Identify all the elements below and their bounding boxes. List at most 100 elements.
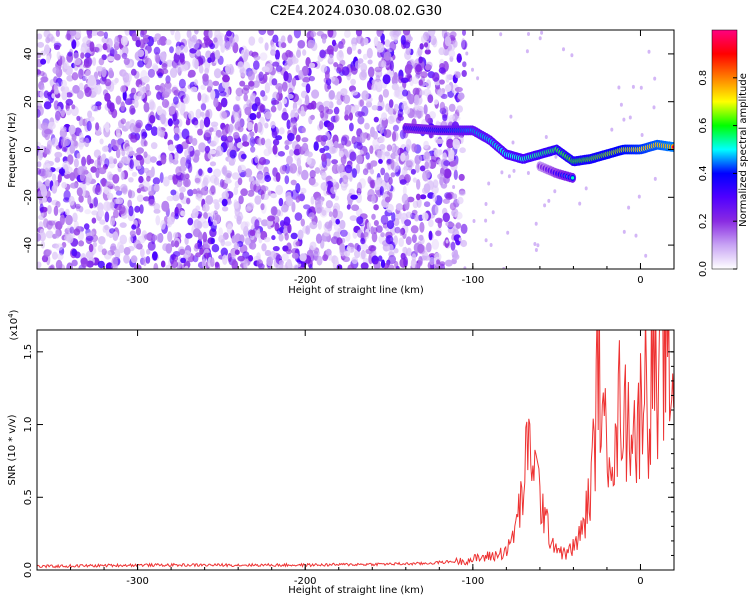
spectrogram-cell xyxy=(203,212,208,220)
spectrogram-cell xyxy=(338,49,344,58)
spectrogram-cell xyxy=(37,33,43,40)
spectrogram-cell xyxy=(412,177,418,183)
spectrogram-cell xyxy=(334,114,340,122)
spectrogram-cell xyxy=(195,50,202,57)
spectrogram-cell xyxy=(438,67,446,74)
spectrogram-cell xyxy=(420,71,428,79)
spectrogram-cell xyxy=(452,39,458,48)
spectrogram-cell xyxy=(124,30,130,36)
spectrogram-cell xyxy=(129,150,135,156)
spectrogram-cell xyxy=(252,60,260,70)
spectrogram-cell xyxy=(204,145,211,154)
spectrogram-cell xyxy=(123,57,130,66)
spectrogram-cell xyxy=(168,153,173,165)
spectrogram-cell xyxy=(399,228,404,237)
spectrogram-cell xyxy=(411,76,419,85)
y-tick-label: 0 xyxy=(23,146,34,152)
spectrogram-cell xyxy=(45,179,51,187)
spectrogram-cell xyxy=(55,243,64,251)
spectrogram-cell xyxy=(306,156,312,165)
spectrogram-cell xyxy=(110,243,117,251)
spectrogram-cell xyxy=(86,120,92,132)
spectrogram-cell xyxy=(188,135,194,143)
spectrogram-cell xyxy=(413,94,420,106)
spectrogram-cell xyxy=(327,54,334,63)
x-tick-label: 0 xyxy=(637,576,643,587)
spectrogram-cell xyxy=(445,74,450,83)
track-core xyxy=(571,176,575,180)
spectrogram-cell xyxy=(266,256,274,267)
spectrogram-cell xyxy=(66,75,74,82)
spectrogram-cell xyxy=(350,90,359,96)
spectrogram-cell xyxy=(366,221,372,231)
spectrogram-cell xyxy=(371,84,378,91)
snr-y-label: SNR (10 * v/v) xyxy=(7,414,18,485)
spectrogram-cell xyxy=(62,197,71,203)
snr-multiplier-base: (x10 xyxy=(9,318,20,341)
spectrogram-cell xyxy=(195,108,202,119)
spectrogram-cell xyxy=(218,227,223,238)
spectrogram-cell xyxy=(207,79,214,91)
spectrogram-cell xyxy=(540,30,544,35)
spectrogram-cell xyxy=(456,55,462,62)
colorbar: 0.0 0.2 0.4 0.6 0.8 Normalized spectral ampl… xyxy=(698,29,749,277)
spectrogram-cell xyxy=(275,184,284,196)
spectrogram-cell xyxy=(155,53,161,64)
spectrogram-cell xyxy=(261,193,269,200)
spectrogram-cell xyxy=(73,158,79,168)
spectrogram-cell xyxy=(321,209,327,216)
spectrogram-cell xyxy=(249,113,257,121)
spectrogram-cell xyxy=(202,231,208,243)
spectrogram-cell xyxy=(297,39,306,49)
spectrogram-cell xyxy=(458,173,465,181)
spectrogram-cell xyxy=(371,194,376,204)
spectrogram-cell xyxy=(384,151,390,157)
spectrogram-cell xyxy=(330,236,339,245)
spectrogram-cell xyxy=(72,212,78,223)
spectrogram-cell xyxy=(424,64,432,71)
spectrogram-cell xyxy=(397,86,405,92)
spectrogram-cell xyxy=(553,189,557,194)
spectrogram-cell xyxy=(159,51,167,63)
spectrogram-cell xyxy=(357,48,362,55)
spectrogram-cell xyxy=(46,33,54,42)
spectrogram-cell xyxy=(199,119,205,130)
spectrogram-cell xyxy=(627,205,631,210)
spectrogram-cell xyxy=(99,154,106,166)
spectrogram-cell xyxy=(328,90,335,100)
spectrogram-cell xyxy=(319,110,325,119)
spectrogram-cell xyxy=(173,127,181,134)
spectrogram-cell xyxy=(97,244,104,253)
spectrogram-cell xyxy=(471,67,474,72)
spectrogram-cell xyxy=(359,99,365,107)
spectrogram-cell xyxy=(264,82,271,94)
spectrogram-cell xyxy=(383,51,392,61)
spectrogram-cell xyxy=(53,205,59,216)
spectrogram-cell xyxy=(135,227,141,236)
spectrogram-cell xyxy=(103,186,109,194)
colorbar-tick-label: 0.0 xyxy=(698,261,709,277)
spectrogram-cell xyxy=(458,190,466,196)
spectrogram-cell xyxy=(448,149,455,160)
spectrogram-cell xyxy=(426,242,432,253)
spectrogram-cell xyxy=(339,219,346,230)
spectrogram-cell xyxy=(423,104,428,115)
spectrogram-cell xyxy=(57,173,62,183)
spectrogram-cell xyxy=(98,236,106,245)
spectrogram-cell xyxy=(261,243,267,252)
spectrogram-cell xyxy=(362,53,368,60)
spectrogram-cell xyxy=(176,203,182,211)
spectrogram-cell xyxy=(274,49,280,60)
spectrogram-cell xyxy=(248,50,254,57)
spectrogram-cell xyxy=(307,39,316,49)
spectrogram-cell xyxy=(104,211,110,223)
spectrogram-y-label: Frequency (Hz) xyxy=(7,112,18,188)
spectrogram-cell xyxy=(90,166,97,173)
spectrogram-cell xyxy=(119,222,127,228)
spectrogram-cell xyxy=(213,68,222,79)
spectrogram-cell xyxy=(198,142,207,153)
spectrogram-cell xyxy=(87,110,93,119)
spectrogram-cell xyxy=(365,101,373,108)
spectrogram-cell xyxy=(344,104,352,114)
spectrogram-cell xyxy=(324,221,332,229)
